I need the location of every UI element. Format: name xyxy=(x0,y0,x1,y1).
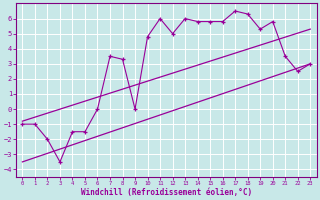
X-axis label: Windchill (Refroidissement éolien,°C): Windchill (Refroidissement éolien,°C) xyxy=(81,188,252,197)
